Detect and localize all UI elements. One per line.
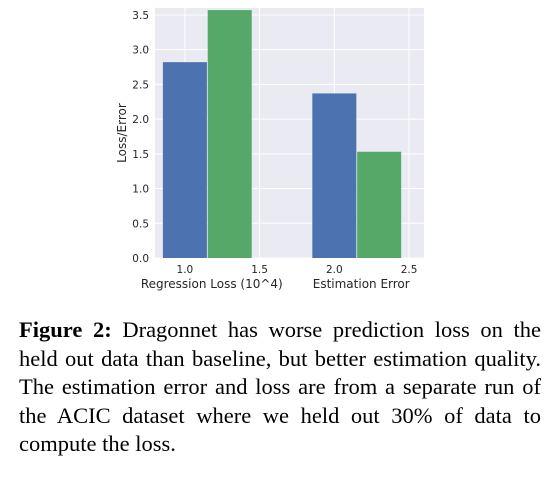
x-group-label: Regression Loss (10^4) xyxy=(141,277,283,291)
y-tick-label: 0.0 xyxy=(132,253,149,265)
y-tick-label: 0.5 xyxy=(132,218,149,230)
bar-chart: 0.0 0.5 1.0 1.5 2.0 2.5 3.0 3.5 1.0 1.5 2.0 2.5 Regr… xyxy=(115,8,424,291)
y-tick-label: 3.5 xyxy=(132,10,149,22)
x-group-label: Estimation Error xyxy=(313,277,410,291)
bar xyxy=(357,151,402,258)
caption-text: Dragonnet has worse prediction loss on t… xyxy=(19,317,541,456)
caption-label: Figure 2: xyxy=(19,317,112,342)
y-tick-label: 3.0 xyxy=(132,45,149,57)
bar xyxy=(312,93,357,259)
x-tick-label: 1.0 xyxy=(177,264,194,276)
x-tick-label: 2.5 xyxy=(401,264,418,276)
bar xyxy=(207,10,252,259)
x-tick-label: 2.0 xyxy=(326,264,343,276)
x-tick-label: 1.5 xyxy=(251,264,268,276)
y-tick-label: 2.0 xyxy=(132,114,149,126)
y-tick-label: 2.5 xyxy=(132,79,149,91)
bar xyxy=(162,62,207,258)
y-tick-label: 1.0 xyxy=(132,184,149,196)
y-tick-label: 1.5 xyxy=(132,149,149,161)
figure-caption: Figure 2: Dragonnet has worse prediction… xyxy=(19,316,541,459)
y-axis-label: Loss/Error xyxy=(115,103,129,163)
